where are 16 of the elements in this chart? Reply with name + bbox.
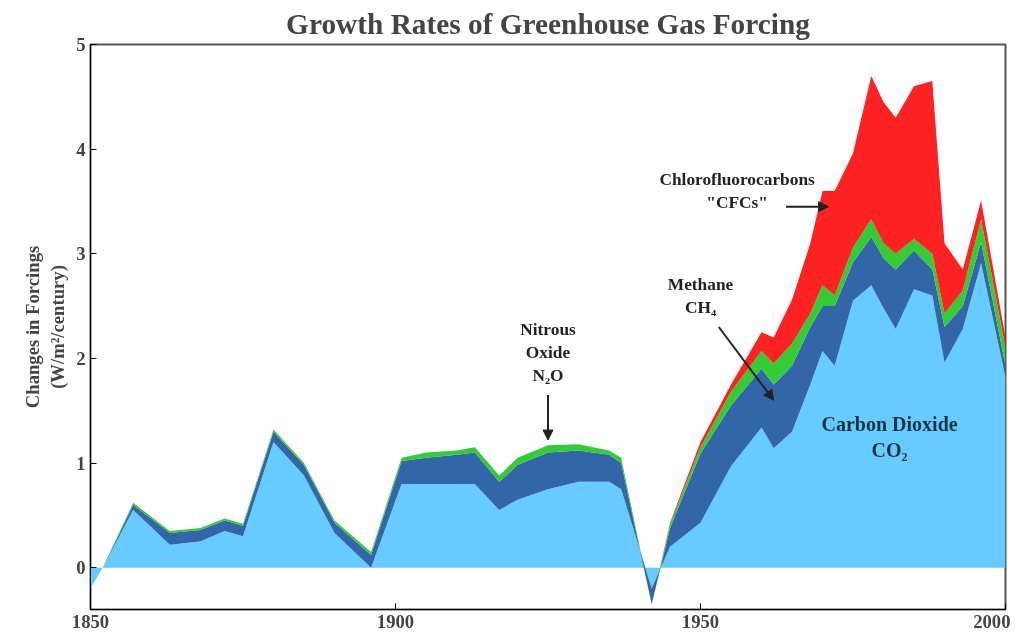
y-tick-label: 3: [76, 243, 86, 265]
y-tick-label: 0: [76, 557, 86, 579]
y-tick-label: 1: [76, 452, 86, 474]
x-tick-label: 1900: [376, 610, 415, 632]
y-tick-label: 5: [76, 34, 86, 55]
y-tick-label: 4: [76, 138, 86, 160]
annotation: Chlorofluorocarbons "CFCs": [659, 170, 816, 212]
y-tick-label: 2: [76, 347, 86, 369]
x-tick-label: 2000: [973, 610, 1011, 632]
x-tick-label: 1850: [71, 610, 110, 632]
chart-title: Growth Rates of Greenhouse Gas Forcing: [286, 7, 811, 40]
x-tick-label: 1950: [681, 610, 720, 632]
y-axis-title: Changes in Forcings (W/m²/century): [21, 245, 70, 409]
annotation: Nitrous Oxide N₂O: [520, 319, 577, 385]
annotation: Carbon Dioxide CO₂: [821, 412, 958, 462]
annotation: Methane CH₄: [667, 274, 734, 317]
